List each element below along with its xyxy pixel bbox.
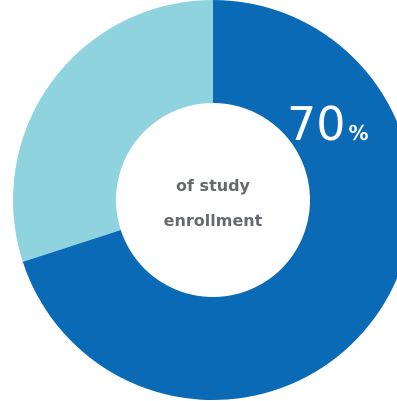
donut-center-hole (116, 103, 310, 297)
highlight-unit: % (349, 121, 369, 145)
center-label-line-1: of study (176, 176, 251, 195)
donut-slice-0 (22, 0, 397, 400)
highlight-value-text: 70% (287, 97, 369, 151)
center-label-line-2: enrollment (164, 211, 263, 230)
highlight-value: 70 (287, 97, 346, 151)
